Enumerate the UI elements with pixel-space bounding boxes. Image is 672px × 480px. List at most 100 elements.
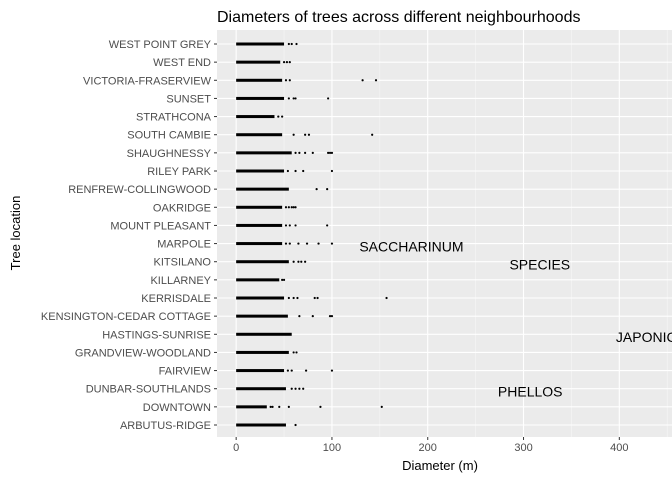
outlier-point: [294, 387, 297, 390]
outlier-point: [290, 387, 293, 390]
x-axis: 0 100 200 300 400: [233, 437, 628, 454]
x-tick-label: 200: [419, 442, 437, 454]
x-tick-label: 400: [610, 442, 628, 454]
box-body: [236, 60, 281, 64]
outlier-point: [288, 79, 291, 82]
outlier-point: [307, 133, 311, 136]
outlier-point: [319, 405, 322, 408]
outlier-point: [294, 151, 297, 154]
outlier-point: [316, 296, 319, 300]
data-marks: [236, 42, 388, 427]
outlier-point: [294, 97, 297, 100]
outlier-point: [294, 169, 297, 173]
outlier-point: [294, 206, 297, 209]
x-tick-label: 100: [323, 442, 341, 454]
box-body: [236, 350, 289, 354]
outlier-point: [380, 405, 383, 408]
box-body: [236, 205, 283, 209]
outlier-point: [298, 387, 301, 390]
outlier-point: [311, 315, 314, 318]
outlier-point: [287, 42, 290, 46]
y-tick-label: VICTORIA-FRASERVIEW: [83, 75, 212, 87]
box-body: [236, 242, 283, 246]
outlier-point: [330, 169, 334, 173]
outlier-point: [330, 369, 334, 372]
y-tick-label: ARBUTUS-RIDGE: [120, 420, 211, 432]
box-body: [236, 78, 283, 82]
outlier-point: [271, 405, 274, 408]
outlier-point: [371, 133, 374, 136]
outlier-point: [304, 151, 307, 154]
annotation-label: JAPONICA: [616, 329, 672, 345]
y-tick-label: SHAUGHNESSY: [127, 148, 212, 160]
box-body: [236, 151, 292, 155]
outlier-point: [286, 369, 289, 372]
box-body: [236, 332, 292, 336]
outlier-point: [315, 188, 318, 191]
outlier-point: [330, 315, 334, 318]
outlier-point: [328, 315, 332, 318]
y-tick-label: WEST POINT GREY: [109, 39, 212, 51]
y-tick-label: GRANDVIEW-WOODLAND: [75, 347, 211, 359]
outlier-point: [298, 315, 301, 318]
y-tick-label: SUNSET: [166, 93, 211, 105]
y-tick-label: KITSILANO: [154, 257, 212, 269]
box-body: [236, 42, 285, 46]
outlier-point: [330, 242, 334, 245]
outlier-point: [292, 351, 295, 354]
outlier-point: [292, 206, 295, 209]
x-tick-label: 300: [514, 442, 532, 454]
outlier-point: [292, 296, 295, 300]
outlier-point: [290, 206, 293, 209]
y-tick-label: STRATHCONA: [136, 112, 212, 124]
y-tick-label: KERRISDALE: [141, 293, 211, 305]
outlier-point: [286, 169, 289, 173]
outlier-point: [287, 296, 290, 300]
outlier-point: [304, 133, 307, 136]
outlier-point: [327, 151, 330, 154]
outlier-point: [296, 296, 299, 300]
box-body: [236, 369, 285, 373]
outlier-point: [304, 369, 308, 372]
outlier-point: [326, 188, 329, 191]
y-axis: ARBUTUS-RIDGE DOWNTOWN DUNBAR-SOUTHLANDS FA…: [41, 39, 217, 432]
outlier-point: [300, 260, 303, 263]
annotation-label: SACCHARINUM: [359, 238, 463, 254]
box-body: [236, 260, 289, 264]
outlier-point: [295, 351, 298, 354]
outlier-point: [295, 42, 298, 46]
outlier-point: [269, 405, 272, 408]
plot-panel: [217, 30, 672, 437]
y-tick-label: DOWNTOWN: [143, 402, 211, 414]
outlier-point: [284, 242, 288, 245]
outlier-point: [302, 169, 305, 173]
outlier-point: [288, 242, 291, 245]
box-body: [236, 96, 285, 100]
outlier-point: [292, 97, 295, 100]
outlier-point: [290, 369, 293, 372]
box-body: [236, 169, 285, 173]
y-tick-label: KENSINGTON-CEDAR COTTAGE: [41, 311, 211, 323]
outlier-point: [294, 224, 297, 227]
box-body: [236, 314, 288, 318]
outlier-point: [277, 115, 280, 118]
outlier-point: [281, 278, 284, 281]
outlier-point: [313, 296, 316, 300]
outlier-point: [317, 242, 320, 245]
y-tick-label: HASTINGS-SUNRISE: [102, 329, 211, 341]
outlier-point: [305, 242, 309, 245]
outlier-point: [288, 61, 291, 64]
y-tick-label: RENFREW-COLLINGWOOD: [68, 184, 211, 196]
y-tick-label: MARPOLE: [157, 239, 211, 251]
annotations: SACCHARINUM SPECIES JAPONICA PHELLOS: [359, 238, 672, 399]
outlier-point: [282, 278, 286, 281]
y-tick-label: OAKRIDGE: [153, 202, 211, 214]
box-body: [236, 133, 283, 137]
box-body: [236, 187, 289, 191]
box-body: [236, 115, 275, 119]
y-tick-label: SOUTH CAMBIE: [127, 130, 211, 142]
outlier-point: [278, 405, 281, 408]
outlier-point: [328, 151, 332, 154]
outlier-point: [297, 242, 300, 245]
